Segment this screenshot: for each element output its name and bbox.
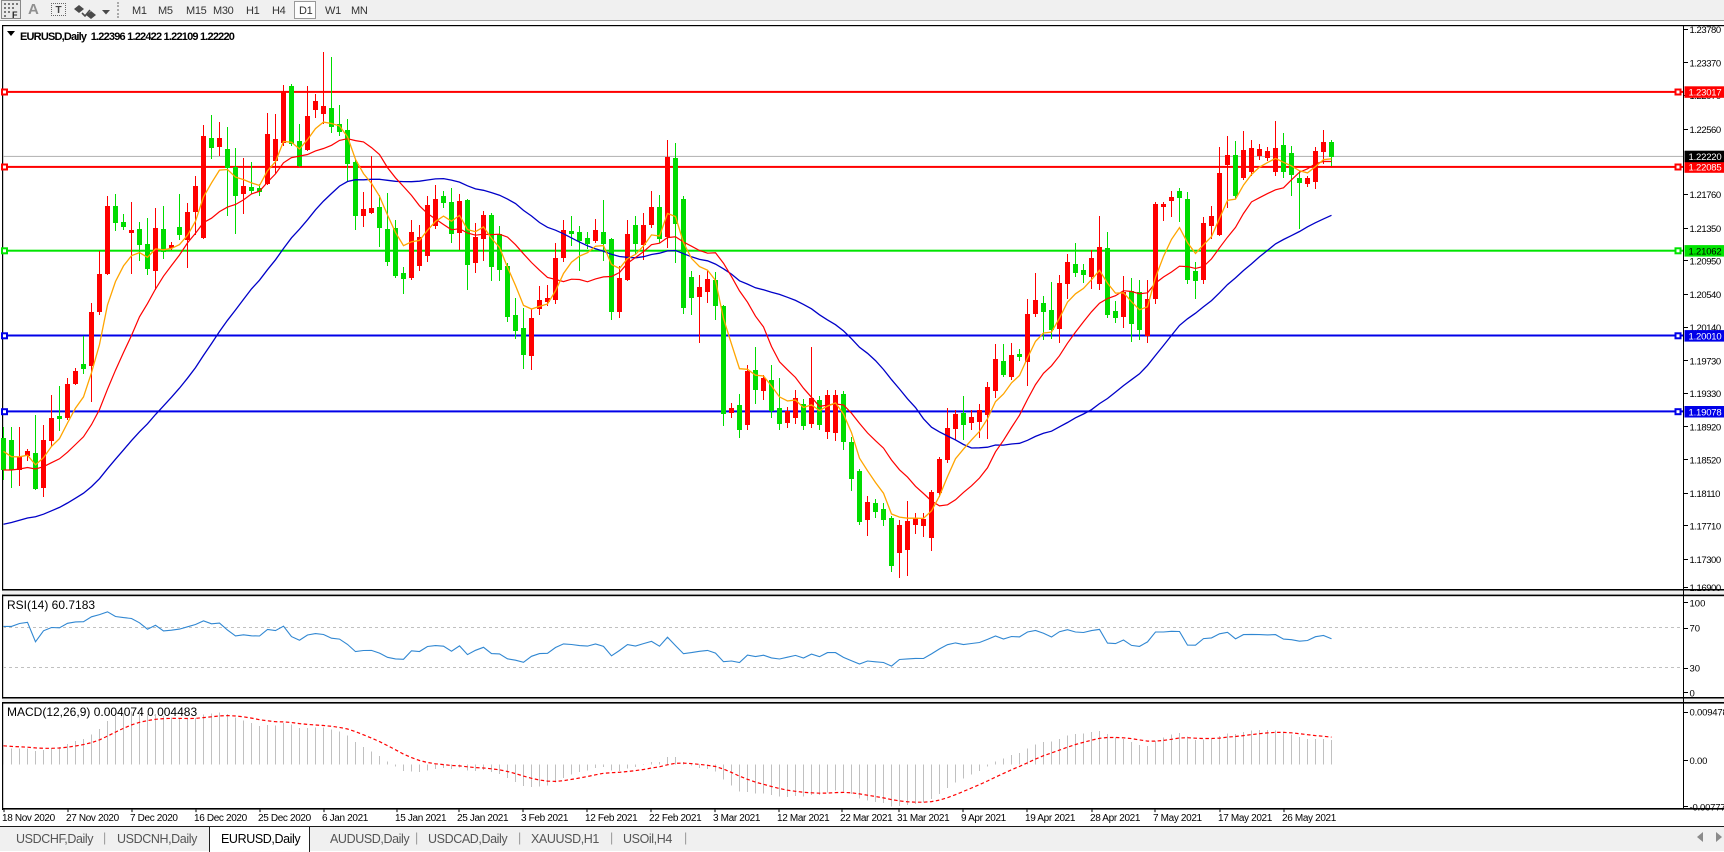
svg-text:-0.007774: -0.007774 bbox=[1690, 803, 1724, 814]
svg-text:1.17710: 1.17710 bbox=[1690, 522, 1721, 533]
svg-text:3 Mar 2021: 3 Mar 2021 bbox=[713, 813, 761, 824]
svg-text:1.18920: 1.18920 bbox=[1690, 423, 1721, 434]
svg-text:1.19730: 1.19730 bbox=[1690, 356, 1721, 367]
svg-text:1.20540: 1.20540 bbox=[1690, 290, 1721, 301]
svg-text:0.009478: 0.009478 bbox=[1690, 708, 1724, 719]
svg-text:28 Apr 2021: 28 Apr 2021 bbox=[1090, 813, 1141, 824]
svg-text:1.18110: 1.18110 bbox=[1690, 489, 1721, 500]
svg-text:100: 100 bbox=[1690, 598, 1706, 609]
svg-text:1.18520: 1.18520 bbox=[1690, 455, 1721, 466]
svg-text:30: 30 bbox=[1690, 664, 1701, 675]
svg-text:3 Feb 2021: 3 Feb 2021 bbox=[521, 813, 569, 824]
svg-text:1.16900: 1.16900 bbox=[1690, 583, 1721, 594]
svg-text:7 May 2021: 7 May 2021 bbox=[1153, 813, 1203, 824]
svg-text:9 Apr 2021: 9 Apr 2021 bbox=[961, 813, 1007, 824]
svg-text:1.22560: 1.22560 bbox=[1690, 125, 1721, 136]
svg-text:17 May 2021: 17 May 2021 bbox=[1218, 813, 1273, 824]
svg-text:MACD(12,26,9) 0.004074 0.00448: MACD(12,26,9) 0.004074 0.004483 bbox=[7, 705, 197, 719]
svg-text:7 Dec 2020: 7 Dec 2020 bbox=[130, 813, 178, 824]
svg-text:0.00: 0.00 bbox=[1690, 756, 1708, 767]
svg-text:19 Apr 2021: 19 Apr 2021 bbox=[1025, 813, 1076, 824]
svg-text:RSI(14) 60.7183: RSI(14) 60.7183 bbox=[7, 598, 95, 612]
svg-text:18 Nov 2020: 18 Nov 2020 bbox=[2, 813, 56, 824]
svg-text:1.20010: 1.20010 bbox=[1689, 332, 1722, 343]
svg-text:16 Dec 2020: 16 Dec 2020 bbox=[194, 813, 248, 824]
svg-text:25 Jan 2021: 25 Jan 2021 bbox=[457, 813, 509, 824]
svg-text:F: F bbox=[12, 10, 18, 20]
svg-text:EURUSD,Daily 1.22396 1.22422: EURUSD,Daily 1.22396 1.22422 1.22109 1.2… bbox=[20, 31, 235, 43]
svg-text:12 Mar 2021: 12 Mar 2021 bbox=[777, 813, 830, 824]
svg-text:1.17300: 1.17300 bbox=[1690, 555, 1721, 566]
svg-text:70: 70 bbox=[1690, 624, 1701, 635]
svg-text:1.21350: 1.21350 bbox=[1690, 224, 1721, 235]
svg-text:1.20950: 1.20950 bbox=[1690, 257, 1721, 268]
svg-text:1.23370: 1.23370 bbox=[1690, 59, 1721, 70]
svg-text:31 Mar 2021: 31 Mar 2021 bbox=[897, 813, 950, 824]
svg-text:27 Nov 2020: 27 Nov 2020 bbox=[66, 813, 120, 824]
svg-text:15 Jan 2021: 15 Jan 2021 bbox=[395, 813, 447, 824]
svg-text:1.19330: 1.19330 bbox=[1690, 389, 1721, 400]
svg-text:0: 0 bbox=[1690, 689, 1695, 700]
svg-text:25 Dec 2020: 25 Dec 2020 bbox=[258, 813, 312, 824]
svg-text:26 May 2021: 26 May 2021 bbox=[1282, 813, 1337, 824]
svg-text:22 Feb 2021: 22 Feb 2021 bbox=[649, 813, 702, 824]
svg-text:1.19078: 1.19078 bbox=[1689, 407, 1722, 418]
svg-text:6 Jan 2021: 6 Jan 2021 bbox=[322, 813, 369, 824]
svg-text:1.21062: 1.21062 bbox=[1689, 247, 1722, 258]
svg-text:1.22220: 1.22220 bbox=[1689, 152, 1722, 163]
svg-text:22 Mar 2021: 22 Mar 2021 bbox=[840, 813, 893, 824]
svg-text:1.22085: 1.22085 bbox=[1689, 163, 1722, 174]
svg-text:1.23017: 1.23017 bbox=[1689, 88, 1722, 99]
svg-text:1.23780: 1.23780 bbox=[1690, 25, 1721, 36]
svg-text:1.21760: 1.21760 bbox=[1690, 190, 1721, 201]
svg-text:12 Feb 2021: 12 Feb 2021 bbox=[585, 813, 638, 824]
